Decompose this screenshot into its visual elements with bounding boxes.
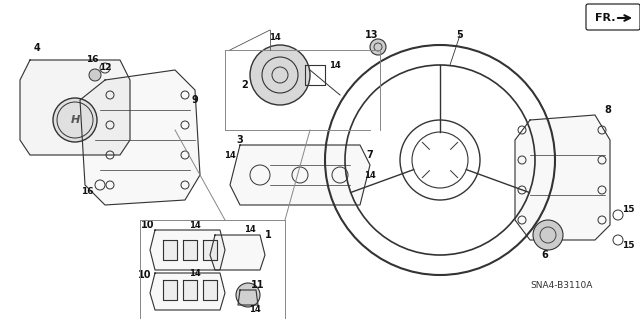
- Text: 12: 12: [99, 63, 111, 72]
- Text: 14: 14: [364, 170, 376, 180]
- Text: 8: 8: [605, 105, 611, 115]
- Polygon shape: [150, 230, 225, 270]
- Polygon shape: [163, 240, 177, 260]
- Circle shape: [236, 283, 260, 307]
- Circle shape: [250, 45, 310, 105]
- Text: 16: 16: [86, 56, 99, 64]
- Text: 14: 14: [329, 61, 341, 70]
- Text: H: H: [70, 115, 79, 125]
- Text: 1: 1: [264, 230, 271, 240]
- Text: 7: 7: [367, 150, 373, 160]
- Text: 14: 14: [189, 220, 201, 229]
- Polygon shape: [80, 70, 200, 205]
- Circle shape: [533, 220, 563, 250]
- Text: 14: 14: [244, 226, 256, 234]
- Circle shape: [53, 98, 97, 142]
- Text: 16: 16: [81, 188, 93, 197]
- Text: 14: 14: [224, 151, 236, 160]
- Text: 2: 2: [242, 80, 248, 90]
- Polygon shape: [163, 280, 177, 300]
- Text: 14: 14: [269, 33, 281, 42]
- Text: SNA4-B3110A: SNA4-B3110A: [530, 280, 593, 290]
- Polygon shape: [238, 290, 258, 305]
- Text: 15: 15: [621, 205, 634, 214]
- Polygon shape: [210, 235, 265, 270]
- Text: 5: 5: [456, 30, 463, 40]
- Text: FR.: FR.: [595, 13, 616, 23]
- Polygon shape: [203, 280, 217, 300]
- Circle shape: [370, 39, 386, 55]
- Polygon shape: [515, 115, 610, 240]
- Text: 3: 3: [237, 135, 243, 145]
- Polygon shape: [183, 280, 197, 300]
- Polygon shape: [20, 60, 130, 155]
- Text: 11: 11: [252, 280, 265, 290]
- Polygon shape: [230, 145, 370, 205]
- Text: 15: 15: [621, 241, 634, 249]
- Text: 9: 9: [191, 95, 198, 105]
- Circle shape: [89, 69, 101, 81]
- Polygon shape: [150, 273, 225, 310]
- Text: 10: 10: [141, 220, 155, 230]
- Text: 14: 14: [189, 269, 201, 278]
- Text: 6: 6: [541, 250, 548, 260]
- Polygon shape: [183, 240, 197, 260]
- Text: 4: 4: [34, 43, 40, 53]
- Text: 14: 14: [249, 306, 261, 315]
- Text: 13: 13: [365, 30, 379, 40]
- Text: 10: 10: [138, 270, 152, 280]
- Polygon shape: [203, 240, 217, 260]
